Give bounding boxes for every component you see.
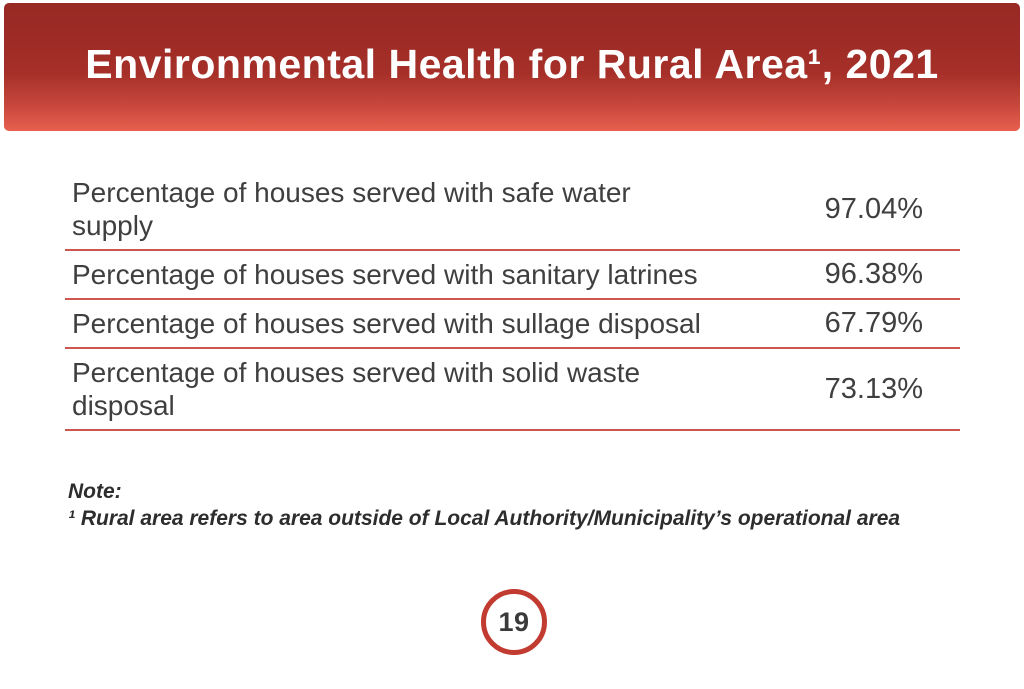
table-row: Percentage of houses served with solid w… [65,349,960,431]
note-block: Note: ¹ Rural area refers to area outsid… [68,478,968,532]
row-label: Percentage of houses served with sullage… [72,308,701,339]
title-banner: Environmental Health for Rural Area¹, 20… [4,3,1020,131]
note-heading: Note: [68,480,122,503]
row-value: 67.79% [824,307,923,339]
statistics-table: Percentage of houses served with safe wa… [65,169,960,431]
row-value: 96.38% [824,258,923,290]
table-row: Percentage of houses served with sullage… [65,300,960,349]
row-value: 97.04% [824,192,923,225]
row-label: Percentage of houses served with solid w… [72,357,641,421]
note-text: ¹ Rural area refers to area outside of L… [68,507,901,530]
table-row: Percentage of houses served with sanitar… [65,251,960,300]
page-number: 19 [498,606,530,637]
row-label: Percentage of houses served with safe wa… [72,177,631,241]
slide-title: Environmental Health for Rural Area¹, 20… [85,40,939,87]
row-label: Percentage of houses served with sanitar… [72,259,698,290]
page-number-badge: 19 [481,589,547,655]
row-value: 73.13% [824,372,923,405]
table-row: Percentage of houses served with safe wa… [65,169,960,251]
